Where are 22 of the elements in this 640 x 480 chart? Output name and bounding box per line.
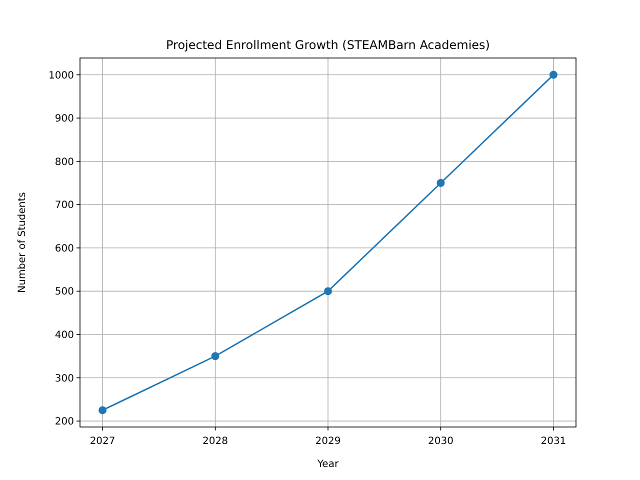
y-axis-title: Number of Students bbox=[17, 192, 28, 293]
point bbox=[436, 178, 445, 187]
x-tick-label: 2027 bbox=[90, 436, 116, 447]
y-tick-label: 900 bbox=[54, 114, 74, 125]
point bbox=[211, 352, 220, 360]
y-tick-label: 1000 bbox=[48, 70, 74, 82]
x-tick-label: 2029 bbox=[315, 436, 341, 447]
y-tick-label: 600 bbox=[54, 243, 74, 254]
y-tick-label: 400 bbox=[54, 330, 74, 341]
x-axis-title: Year bbox=[316, 459, 340, 470]
point bbox=[98, 406, 107, 414]
x-tick-label: 2031 bbox=[540, 436, 566, 447]
point bbox=[324, 287, 332, 296]
y-tick-label: 800 bbox=[54, 156, 74, 168]
y-tick-label: 200 bbox=[54, 416, 74, 428]
y-tick-label: 300 bbox=[54, 373, 74, 384]
x-tick-label: 2028 bbox=[202, 436, 228, 447]
chart-title: Projected Enrollment Growth (STEAMBarn Academies) bbox=[166, 38, 490, 52]
y-tick-label: 700 bbox=[54, 200, 74, 212]
y-tick-label: 500 bbox=[54, 286, 74, 298]
point bbox=[549, 70, 558, 79]
x-tick-label: 2030 bbox=[428, 436, 454, 447]
